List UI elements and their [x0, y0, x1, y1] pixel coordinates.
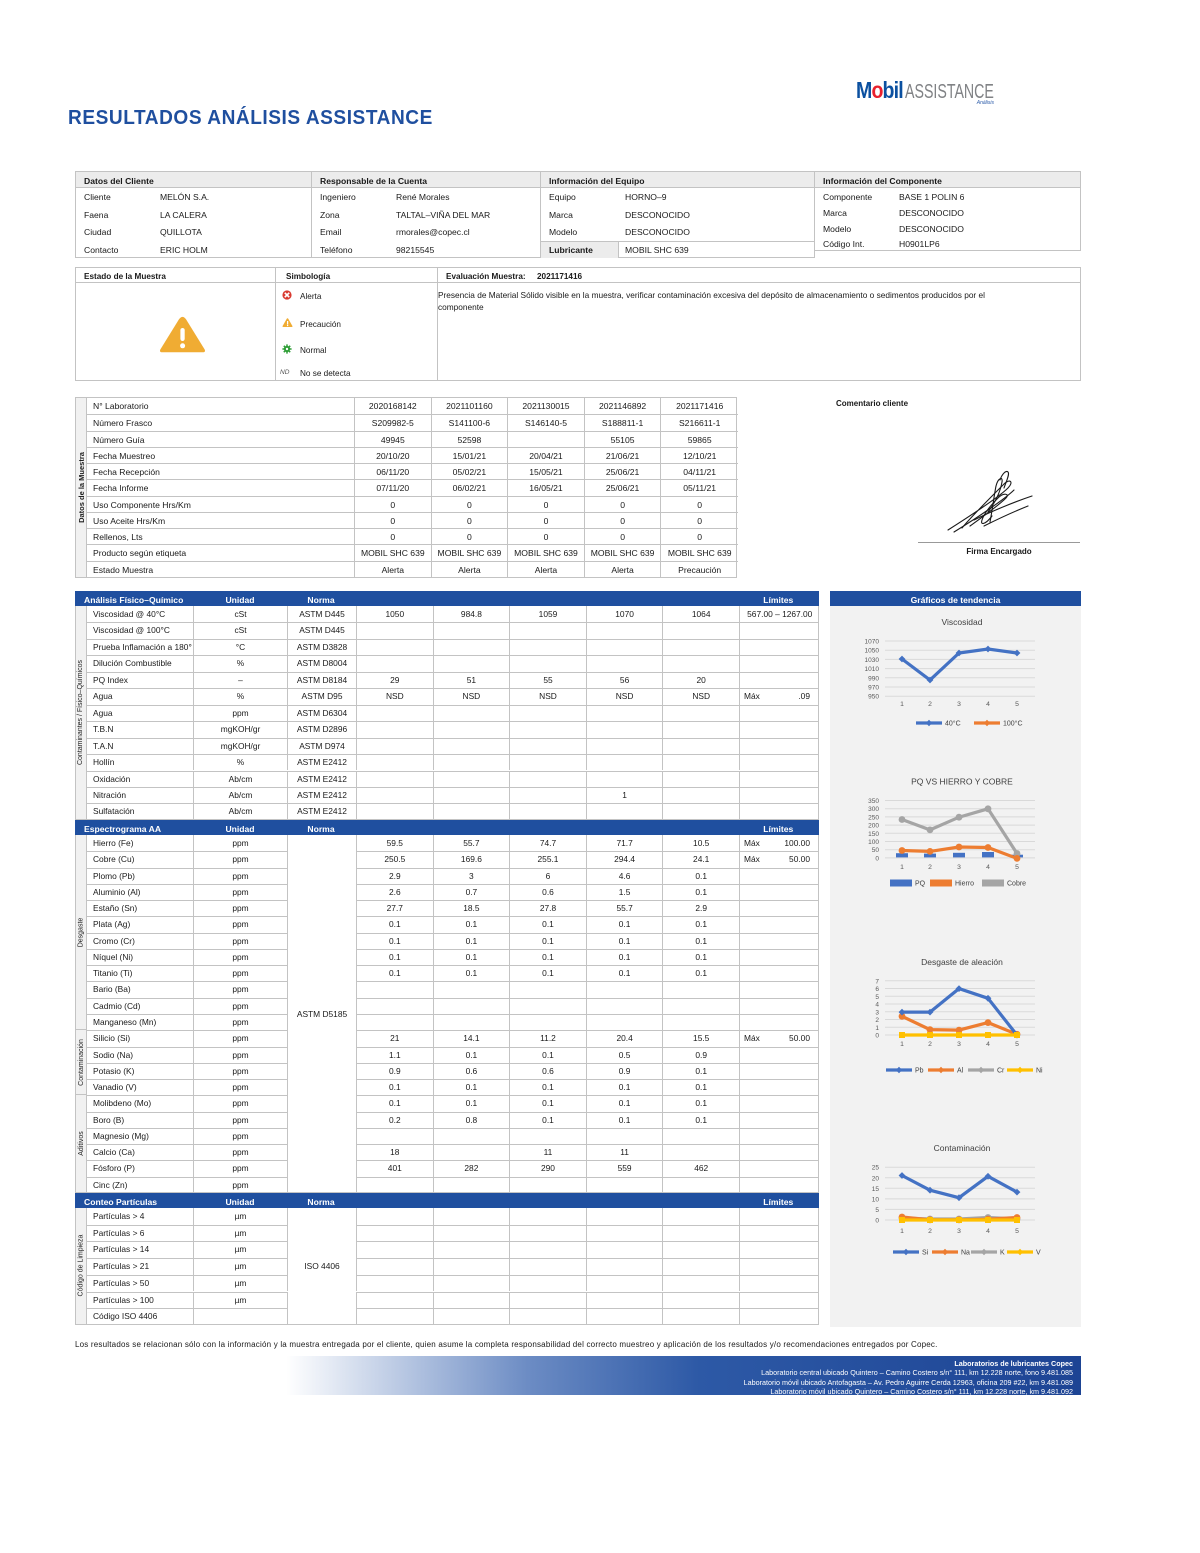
svg-text:1: 1 — [900, 864, 904, 871]
svg-text:Si: Si — [922, 1250, 929, 1257]
svg-text:1070: 1070 — [865, 639, 880, 646]
svg-text:950: 950 — [868, 694, 879, 701]
svg-text:Contaminación: Contaminación — [934, 1143, 991, 1153]
svg-text:PQ VS HIERRO Y COBRE: PQ VS HIERRO Y COBRE — [911, 777, 1013, 787]
svg-text:15: 15 — [872, 1186, 880, 1193]
svg-text:V: V — [1036, 1250, 1041, 1257]
svg-text:2: 2 — [928, 1228, 932, 1235]
svg-text:1010: 1010 — [865, 666, 880, 673]
svg-text:5: 5 — [1015, 864, 1019, 871]
svg-text:Pb: Pb — [915, 1068, 924, 1075]
svg-text:Hierro: Hierro — [955, 881, 974, 888]
svg-text:25: 25 — [872, 1165, 880, 1172]
svg-text:3: 3 — [957, 864, 961, 871]
svg-text:970: 970 — [868, 685, 879, 692]
svg-text:1: 1 — [875, 1025, 879, 1032]
svg-text:2: 2 — [928, 701, 932, 708]
svg-text:1050: 1050 — [865, 648, 880, 655]
svg-text:40°C: 40°C — [945, 720, 961, 728]
svg-text:0: 0 — [875, 1033, 879, 1040]
svg-text:3: 3 — [957, 1228, 961, 1235]
svg-text:4: 4 — [986, 864, 990, 871]
svg-text:4: 4 — [986, 1228, 990, 1235]
svg-text:100°C: 100°C — [1003, 720, 1023, 728]
svg-text:Cr: Cr — [997, 1068, 1005, 1075]
svg-text:3: 3 — [957, 1041, 961, 1048]
svg-text:100: 100 — [868, 839, 879, 846]
svg-text:Viscosidad: Viscosidad — [942, 617, 983, 627]
svg-text:10: 10 — [872, 1196, 880, 1203]
svg-text:7: 7 — [875, 978, 879, 985]
svg-text:150: 150 — [868, 831, 879, 838]
svg-text:2: 2 — [928, 1041, 932, 1048]
svg-text:PQ: PQ — [915, 881, 926, 888]
svg-text:4: 4 — [986, 701, 990, 708]
svg-text:Al: Al — [957, 1068, 964, 1075]
svg-text:Desgaste de aleación: Desgaste de aleación — [921, 957, 1003, 967]
svg-text:2: 2 — [875, 1017, 879, 1024]
svg-text:5: 5 — [875, 1207, 879, 1214]
svg-text:4: 4 — [875, 1002, 879, 1009]
svg-text:350: 350 — [868, 798, 879, 805]
svg-text:0: 0 — [875, 1218, 879, 1225]
svg-text:5: 5 — [875, 994, 879, 1001]
svg-text:6: 6 — [875, 986, 879, 993]
svg-text:1: 1 — [900, 1041, 904, 1048]
svg-text:20: 20 — [872, 1175, 880, 1182]
svg-text:1: 1 — [900, 1228, 904, 1235]
svg-text:200: 200 — [868, 823, 879, 830]
svg-text:250: 250 — [868, 814, 879, 821]
svg-text:50: 50 — [872, 847, 880, 854]
svg-text:5: 5 — [1015, 1228, 1019, 1235]
svg-text:3: 3 — [957, 701, 961, 708]
svg-text:0: 0 — [875, 855, 879, 862]
svg-text:Na: Na — [961, 1250, 970, 1257]
svg-text:K: K — [1000, 1250, 1005, 1257]
svg-text:5: 5 — [1015, 701, 1019, 708]
svg-text:2: 2 — [928, 864, 932, 871]
svg-text:1030: 1030 — [865, 657, 880, 664]
svg-text:300: 300 — [868, 806, 879, 813]
svg-text:Cobre: Cobre — [1007, 881, 1026, 888]
svg-text:3: 3 — [875, 1009, 879, 1016]
svg-text:990: 990 — [868, 675, 879, 682]
svg-text:Ni: Ni — [1036, 1068, 1043, 1075]
svg-text:1: 1 — [900, 701, 904, 708]
svg-text:4: 4 — [986, 1041, 990, 1048]
svg-text:5: 5 — [1015, 1041, 1019, 1048]
